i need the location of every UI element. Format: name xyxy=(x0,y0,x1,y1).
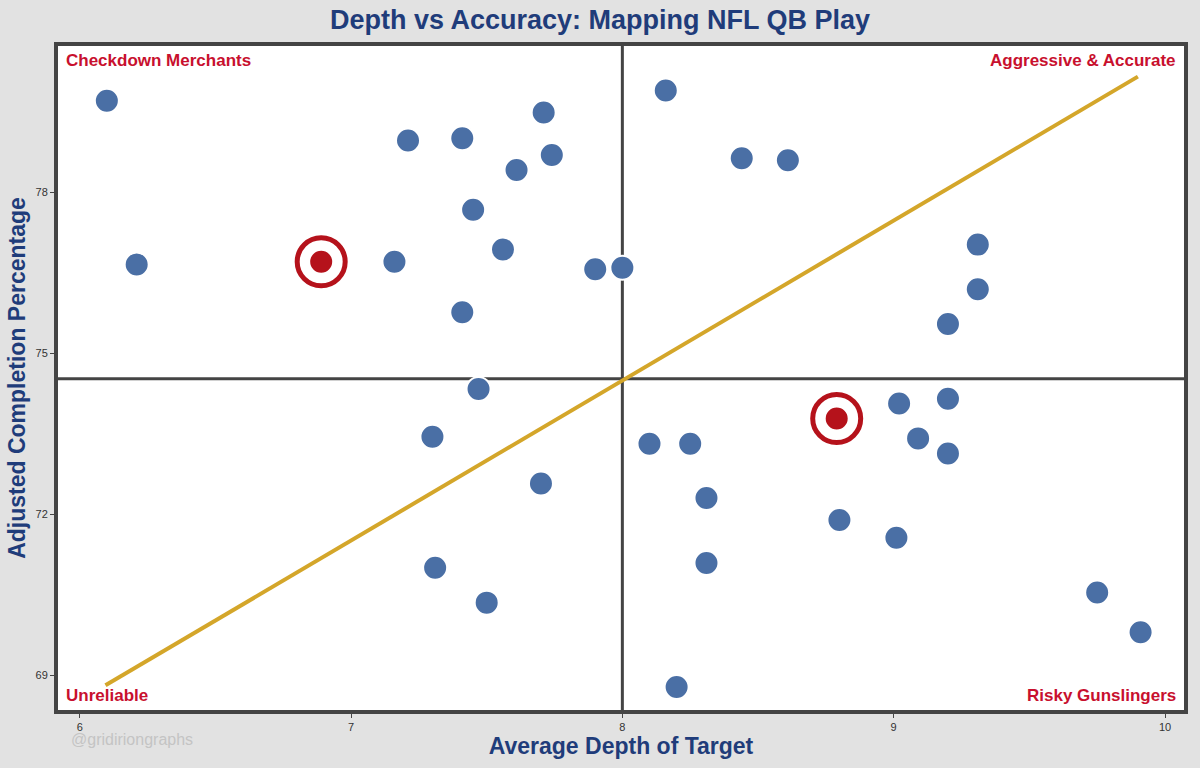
svg-text:69: 69 xyxy=(36,669,48,681)
svg-text:Depth vs Accuracy: Mapping NFL: Depth vs Accuracy: Mapping NFL QB Play xyxy=(330,5,870,35)
svg-text:9: 9 xyxy=(891,721,897,733)
svg-text:10: 10 xyxy=(1159,721,1171,733)
svg-text:Risky Gunslingers: Risky Gunslingers xyxy=(1027,686,1176,705)
svg-text:Average Depth of Target: Average Depth of Target xyxy=(489,733,754,759)
svg-text:Checkdown Merchants: Checkdown Merchants xyxy=(66,51,251,70)
svg-text:72: 72 xyxy=(36,508,48,520)
svg-text:6: 6 xyxy=(77,721,83,733)
svg-text:7: 7 xyxy=(348,721,354,733)
svg-text:@gridiriongraphs: @gridiriongraphs xyxy=(71,731,193,748)
svg-text:78: 78 xyxy=(36,186,48,198)
svg-text:Unreliable: Unreliable xyxy=(66,686,148,705)
svg-text:8: 8 xyxy=(619,721,625,733)
svg-text:75: 75 xyxy=(36,347,48,359)
svg-text:Aggressive & Accurate: Aggressive & Accurate xyxy=(990,51,1176,70)
svg-text:Adjusted Completion Percentage: Adjusted Completion Percentage xyxy=(4,197,30,559)
